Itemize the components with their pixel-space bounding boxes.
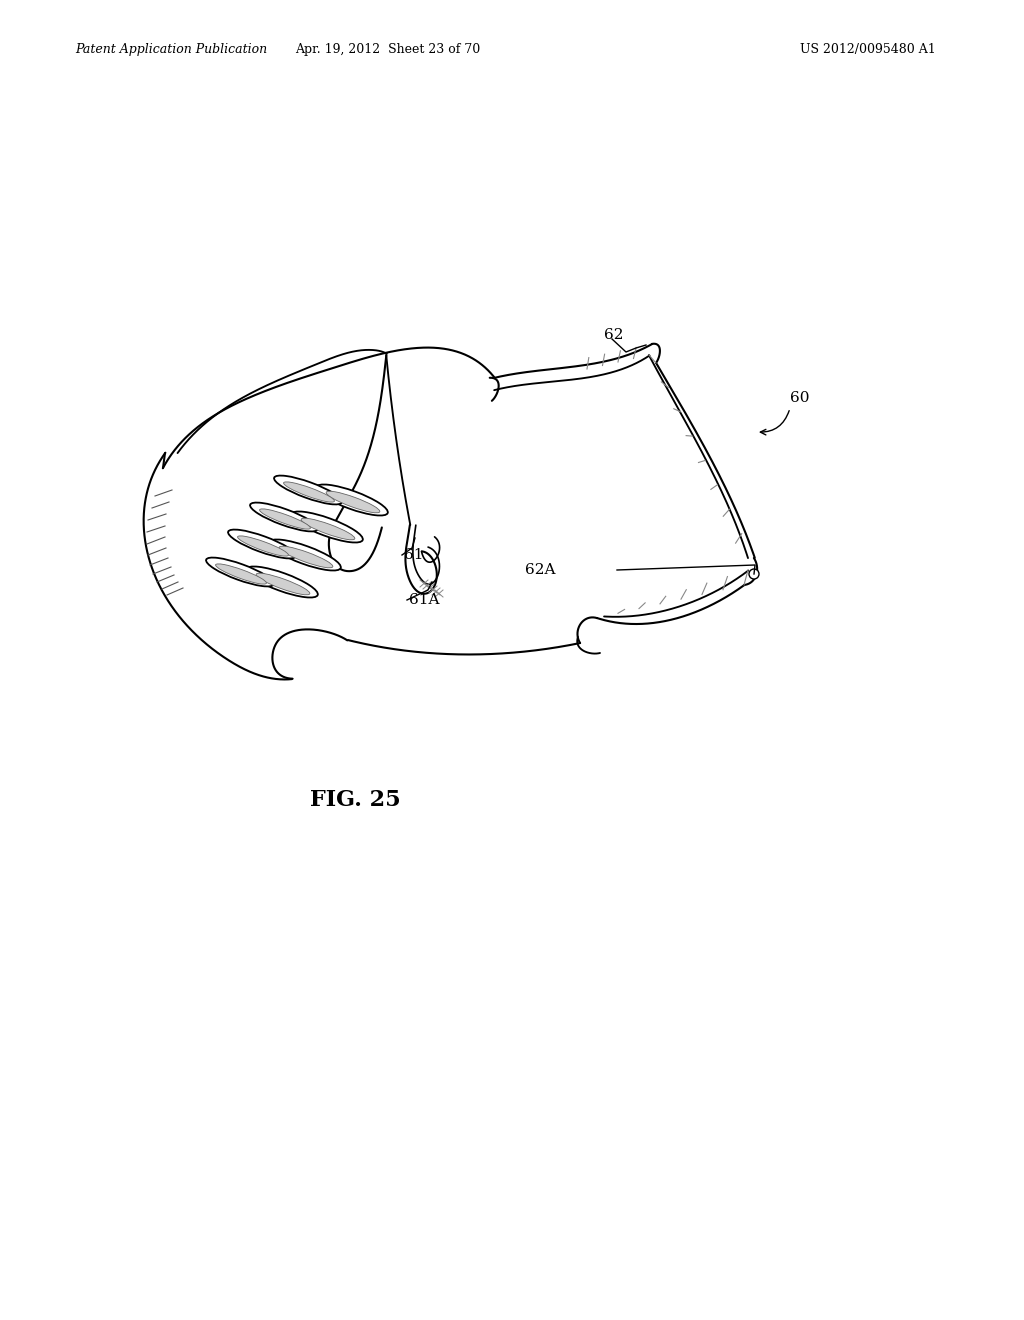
Ellipse shape [284, 482, 335, 502]
Text: 60: 60 [790, 391, 810, 405]
Ellipse shape [269, 540, 341, 570]
Text: 62A: 62A [525, 564, 555, 577]
Text: Apr. 19, 2012  Sheet 23 of 70: Apr. 19, 2012 Sheet 23 of 70 [295, 44, 480, 57]
Ellipse shape [246, 566, 317, 598]
Ellipse shape [259, 510, 310, 529]
Text: 61: 61 [404, 548, 424, 562]
Ellipse shape [316, 484, 388, 516]
Ellipse shape [274, 475, 342, 504]
Text: 62: 62 [604, 327, 624, 342]
Ellipse shape [291, 511, 362, 543]
Ellipse shape [238, 536, 289, 556]
Text: Patent Application Publication: Patent Application Publication [75, 44, 267, 57]
Text: 61A: 61A [409, 593, 439, 607]
Text: US 2012/0095480 A1: US 2012/0095480 A1 [800, 44, 936, 57]
Ellipse shape [749, 569, 759, 579]
Ellipse shape [216, 564, 266, 585]
Ellipse shape [256, 573, 310, 595]
Ellipse shape [228, 529, 296, 558]
Ellipse shape [280, 546, 333, 568]
Ellipse shape [301, 519, 355, 540]
Ellipse shape [206, 557, 274, 586]
Ellipse shape [327, 491, 380, 512]
Text: FIG. 25: FIG. 25 [309, 789, 400, 810]
Ellipse shape [250, 503, 317, 532]
